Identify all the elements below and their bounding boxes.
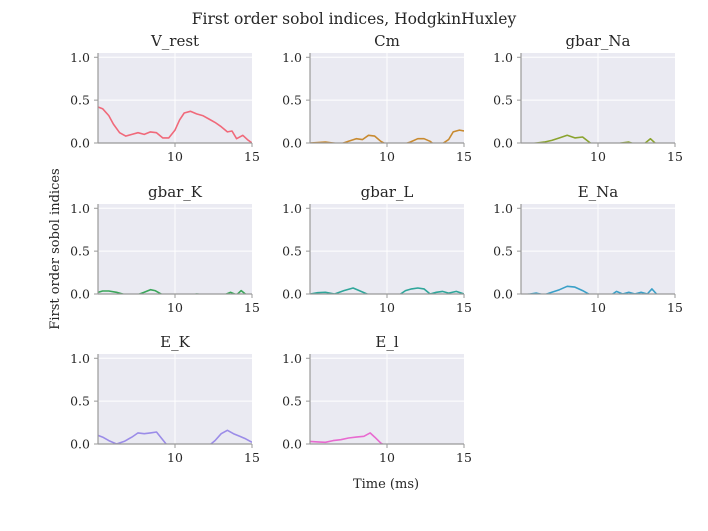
y-tick-label: 0.0 bbox=[70, 136, 90, 151]
subplot-E_l: E_l 0.0 0.5 1.0 10 15 bbox=[282, 333, 472, 465]
y-tick-label: 1.0 bbox=[282, 201, 302, 216]
x-tick-label: 15 bbox=[244, 149, 260, 164]
x-tick-label: 15 bbox=[456, 450, 472, 465]
x-tick-label: 10 bbox=[590, 149, 606, 164]
y-tick-label: 0.0 bbox=[70, 437, 90, 452]
y-tick-label: 0.0 bbox=[282, 287, 302, 302]
subplot-V_rest: V_rest 0.0 0.5 1.0 10 15 bbox=[70, 32, 260, 164]
subplot-Cm: Cm 0.0 0.5 1.0 10 15 bbox=[282, 32, 472, 164]
subplot-title: V_rest bbox=[150, 32, 199, 50]
y-axis-label: First order sobol indices bbox=[48, 168, 63, 329]
subplot-gbar_L: gbar_L 0.0 0.5 1.0 10 15 bbox=[282, 183, 472, 315]
x-tick-label: 15 bbox=[456, 300, 472, 315]
x-tick-label: 10 bbox=[167, 450, 183, 465]
x-tick-label: 15 bbox=[667, 300, 683, 315]
y-tick-label: 0.0 bbox=[493, 287, 513, 302]
y-tick-label: 0.5 bbox=[282, 244, 302, 259]
subplot-title: gbar_L bbox=[361, 183, 414, 201]
x-tick-label: 10 bbox=[379, 300, 395, 315]
chart-title: First order sobol indices, HodgkinHuxley bbox=[192, 10, 517, 28]
series-line-E_l bbox=[310, 432, 385, 444]
subplot-title: gbar_K bbox=[148, 183, 203, 201]
series-line-gbar_Na bbox=[529, 134, 657, 143]
y-tick-label: 1.0 bbox=[70, 50, 90, 65]
series-line-gbar_L bbox=[310, 287, 464, 294]
x-tick-label: 15 bbox=[667, 149, 683, 164]
subplot-E_K: E_K 0.0 0.5 1.0 10 15 bbox=[70, 333, 260, 465]
y-tick-label: 0.5 bbox=[70, 394, 90, 409]
y-tick-label: 1.0 bbox=[70, 351, 90, 366]
subplot-E_Na: E_Na 0.0 0.5 1.0 10 15 bbox=[493, 183, 683, 315]
x-tick-label: 15 bbox=[244, 450, 260, 465]
y-tick-label: 1.0 bbox=[70, 201, 90, 216]
y-tick-label: 0.5 bbox=[282, 394, 302, 409]
subplot-title: Cm bbox=[374, 32, 400, 50]
series-line-gbar_K bbox=[98, 288, 247, 294]
y-tick-label: 0.0 bbox=[70, 287, 90, 302]
subplot-title: E_K bbox=[160, 333, 190, 351]
x-tick-label: 10 bbox=[379, 450, 395, 465]
x-axis-label: Time (ms) bbox=[353, 477, 419, 492]
y-tick-label: 0.5 bbox=[70, 244, 90, 259]
x-tick-label: 10 bbox=[590, 300, 606, 315]
subplot-title: gbar_Na bbox=[566, 32, 631, 50]
y-tick-label: 0.0 bbox=[282, 437, 302, 452]
series-line-V_rest bbox=[98, 106, 252, 143]
y-tick-label: 1.0 bbox=[282, 351, 302, 366]
y-tick-label: 0.5 bbox=[493, 93, 513, 108]
y-tick-label: 0.5 bbox=[282, 93, 302, 108]
x-tick-label: 10 bbox=[167, 300, 183, 315]
y-tick-label: 1.0 bbox=[282, 50, 302, 65]
y-tick-label: 0.0 bbox=[282, 136, 302, 151]
x-tick-label: 10 bbox=[379, 149, 395, 164]
y-tick-label: 0.5 bbox=[70, 93, 90, 108]
y-tick-label: 0.0 bbox=[493, 136, 513, 151]
x-tick-label: 15 bbox=[244, 300, 260, 315]
subplot-title: E_Na bbox=[578, 183, 619, 201]
subplot-gbar_K: gbar_K 0.0 0.5 1.0 10 15 bbox=[70, 183, 260, 315]
subplot-gbar_Na: gbar_Na 0.0 0.5 1.0 10 15 bbox=[493, 32, 683, 164]
subplot-title: E_l bbox=[375, 333, 398, 351]
y-tick-label: 1.0 bbox=[493, 201, 513, 216]
x-tick-label: 10 bbox=[167, 149, 183, 164]
y-tick-label: 1.0 bbox=[493, 50, 513, 65]
x-tick-label: 15 bbox=[456, 149, 472, 164]
y-tick-label: 0.5 bbox=[493, 244, 513, 259]
